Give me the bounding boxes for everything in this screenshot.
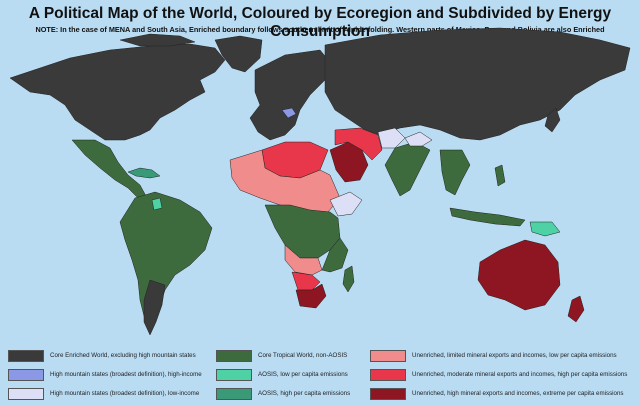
legend-label: Core Tropical World, non-AOSIS xyxy=(258,352,348,359)
region-asia-north xyxy=(324,27,631,141)
region-papua-new-guinea xyxy=(529,221,561,237)
region-southern-africa-moderate xyxy=(291,271,321,291)
legend-label: Unenriched, limited mineral exports and … xyxy=(412,352,617,359)
region-horn-of-africa xyxy=(329,191,363,217)
legend-item-aosis-high: AOSIS, high per capita emissions xyxy=(216,387,350,400)
region-south-america xyxy=(119,191,213,333)
map-note: NOTE: In the case of MENA and South Asia… xyxy=(35,25,605,34)
legend-swatch xyxy=(370,349,406,362)
legend-label: High mountain states (broadest definitio… xyxy=(50,390,200,397)
region-indonesia xyxy=(449,207,526,227)
region-south-africa xyxy=(295,283,327,309)
region-south-asia xyxy=(384,141,431,197)
region-southeast-asia xyxy=(439,149,471,196)
legend-label: AOSIS, high per capita emissions xyxy=(258,390,351,397)
legend-item-unenriched-limited: Unenriched, limited mineral exports and … xyxy=(370,349,617,362)
region-north-america xyxy=(9,43,226,141)
region-central-africa xyxy=(264,204,341,259)
legend-swatch xyxy=(8,349,44,362)
region-japan xyxy=(544,107,561,133)
region-middle-east-moderate xyxy=(334,127,383,161)
legend-label: Unenriched, high mineral exports and inc… xyxy=(412,390,624,397)
region-australia xyxy=(477,239,561,311)
legend-item-high-mtn-low-income: High mountain states (broadest definitio… xyxy=(8,387,199,400)
legend-item-unenriched-moderate: Unenriched, moderate mineral exports and… xyxy=(370,368,627,381)
legend-swatch xyxy=(8,387,44,400)
region-mexico-central-america xyxy=(71,139,147,199)
legend-label: Core Enriched World, excluding high moun… xyxy=(50,352,196,359)
legend-swatch xyxy=(216,368,252,381)
region-himalaya xyxy=(404,131,433,147)
legend-swatch xyxy=(216,349,252,362)
legend-label: Unenriched, moderate mineral exports and… xyxy=(412,371,628,378)
legend-item-aosis-low: AOSIS, low per capita emissions xyxy=(216,368,348,381)
legend-swatch xyxy=(8,368,44,381)
legend: Core Enriched World, excluding high moun… xyxy=(8,346,636,404)
map-title: A Political Map of the World, Coloured b… xyxy=(28,5,612,40)
region-philippines xyxy=(494,164,506,187)
region-afghanistan xyxy=(377,127,406,149)
legend-item-high-mtn-high-income: High mountain states (broadest definitio… xyxy=(8,368,202,381)
legend-item-core-tropical: Core Tropical World, non-AOSIS xyxy=(216,349,347,362)
region-europe xyxy=(249,49,331,141)
region-arctic-islands xyxy=(119,33,196,47)
region-southern-africa-limited xyxy=(284,244,323,276)
region-alps xyxy=(281,107,297,119)
legend-item-core-enriched: Core Enriched World, excluding high moun… xyxy=(8,349,196,362)
region-south-america-south xyxy=(143,279,166,336)
legend-label: AOSIS, low per capita emissions xyxy=(258,371,348,378)
region-east-africa xyxy=(321,237,349,273)
region-caribbean xyxy=(127,167,161,179)
region-guyana xyxy=(151,197,163,211)
legend-swatch xyxy=(370,368,406,381)
region-greenland xyxy=(214,35,263,73)
legend-label: High mountain states (broadest definitio… xyxy=(50,371,202,378)
legend-item-unenriched-high: Unenriched, high mineral exports and inc… xyxy=(370,387,624,400)
legend-swatch xyxy=(216,387,252,400)
legend-swatch xyxy=(370,387,406,400)
region-new-zealand xyxy=(567,295,585,323)
region-madagascar xyxy=(342,265,355,293)
